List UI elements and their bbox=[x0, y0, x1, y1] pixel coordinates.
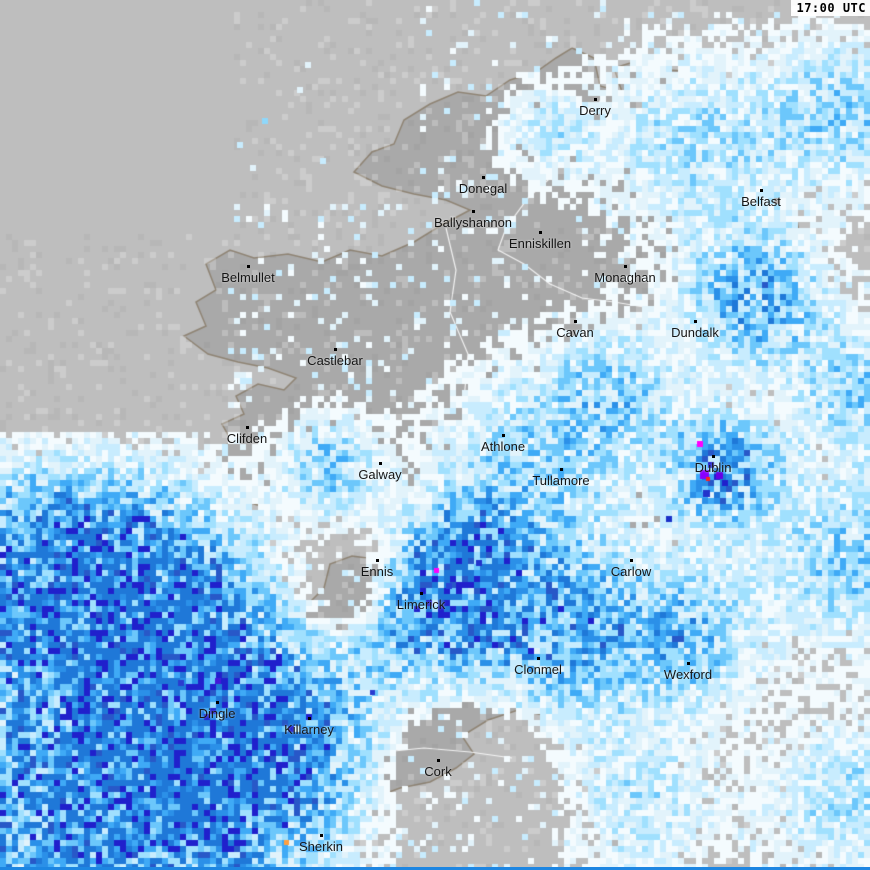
bottom-attribution-bar bbox=[0, 867, 870, 870]
timestamp-label: 17:00 UTC bbox=[791, 0, 870, 16]
